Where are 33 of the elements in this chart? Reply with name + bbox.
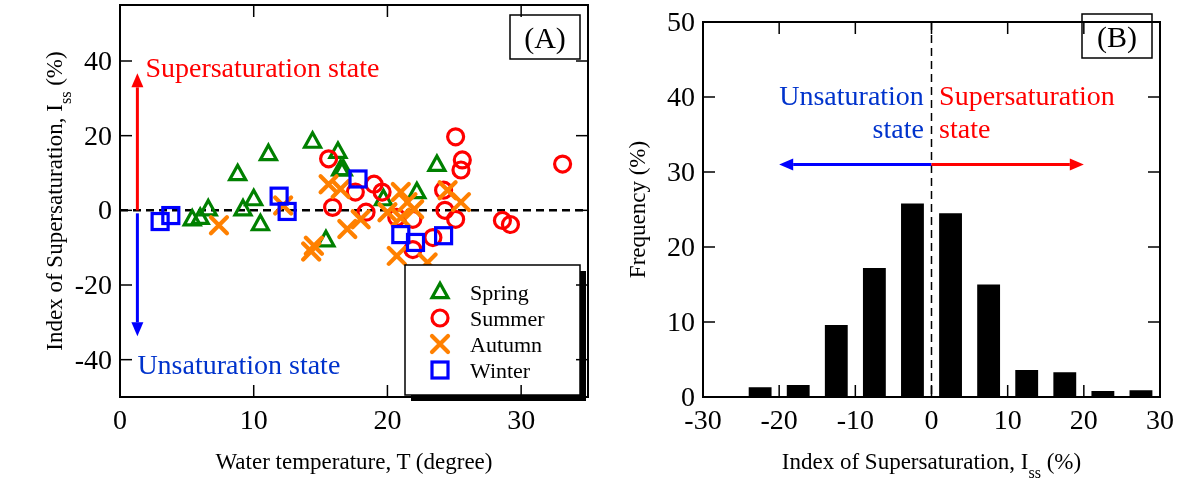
- annotation: (A): [524, 21, 566, 55]
- y-tick-label: 40: [84, 45, 112, 76]
- y-tick-label: 20: [667, 231, 695, 262]
- annotation: Unsaturation state: [779, 79, 924, 144]
- y-tick-label: 40: [667, 81, 695, 112]
- y-tick-label: 20: [84, 119, 112, 151]
- x-tick-label: 10: [239, 404, 268, 435]
- x-axis-title: Index of Supersaturation, I$_{ss}$ (%): [781, 449, 1082, 481]
- legend-label: Autumn: [470, 332, 543, 357]
- x-tick-label: 30: [1146, 404, 1174, 435]
- y-tick-label: 10: [667, 306, 695, 337]
- y-axis-title: Frequency (%): [625, 140, 650, 279]
- x-tick-label: 30: [507, 404, 536, 435]
- x-tick-label: 0: [924, 404, 939, 435]
- x-tick-label: 20: [373, 404, 402, 435]
- y-tick-label: 0: [98, 194, 112, 226]
- y-tick-label: -20: [74, 269, 112, 300]
- y-tick-label: 50: [667, 6, 695, 37]
- y-tick-label: -40: [74, 343, 112, 375]
- x-tick-label: 20: [1069, 404, 1098, 435]
- legend-label: Spring: [470, 280, 529, 305]
- x-tick-label: 10: [993, 404, 1022, 435]
- legend-label: Winter: [470, 358, 531, 383]
- x-tick-label: -10: [836, 404, 874, 435]
- annotation: Unsaturation state: [137, 349, 341, 381]
- annotation: (B): [1097, 20, 1137, 54]
- legend-label: Summer: [470, 306, 546, 331]
- x-axis-title: Water temperature, T (degree): [215, 449, 493, 474]
- annotation: Supersaturation state: [939, 79, 1115, 144]
- annotation: Supersaturation state: [145, 52, 380, 84]
- x-tick-label: -20: [760, 404, 798, 435]
- y-tick-label: 30: [667, 156, 695, 187]
- y-tick-label: 0: [681, 381, 695, 412]
